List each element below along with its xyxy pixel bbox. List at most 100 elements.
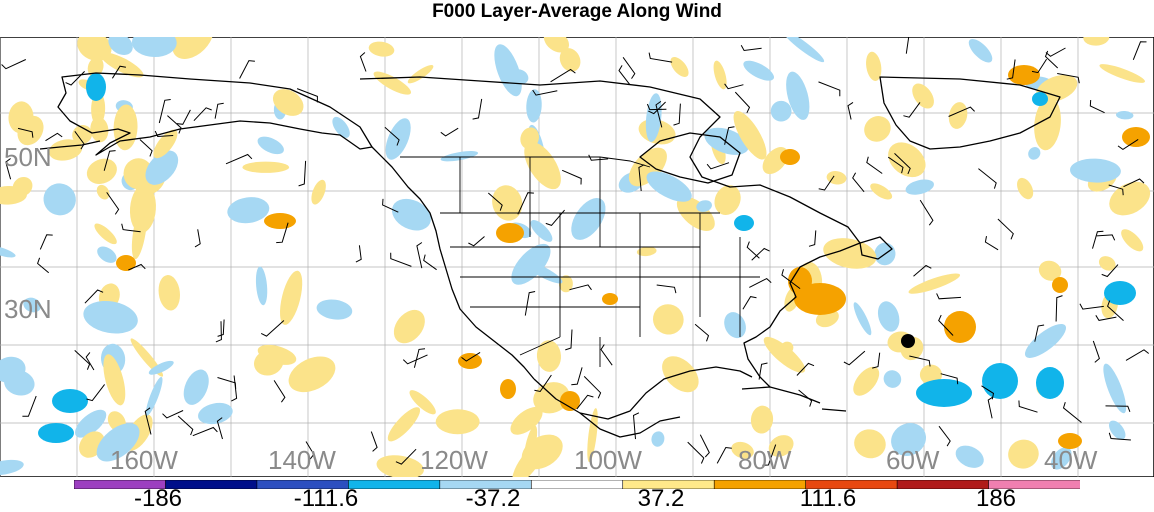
wind-barb [781, 269, 801, 290]
shaded-cell [96, 423, 140, 462]
wind-barb [762, 444, 777, 466]
wind-barb [216, 417, 223, 440]
lon-label-140w: 140W [268, 445, 336, 475]
wind-barb [106, 192, 120, 215]
wind-barb [461, 351, 481, 362]
shaded-cell [645, 93, 662, 142]
shaded-cell [864, 116, 891, 142]
shaded-cell [1038, 260, 1062, 281]
colorbar-label-3: -37.2 [465, 485, 521, 512]
wind-barb [402, 354, 428, 365]
shaded-cell [526, 89, 542, 123]
wind-barb [938, 425, 951, 447]
shaded-cell [530, 220, 553, 242]
shaded-core [1052, 277, 1068, 293]
shaded-cell [908, 273, 961, 294]
wind-barb [545, 209, 565, 226]
shaded-cell [750, 405, 774, 434]
wind-barb [86, 384, 105, 402]
wind-barb [534, 374, 552, 393]
wind-barb [413, 348, 426, 368]
shaded-cell [636, 246, 657, 257]
wind-barb [843, 350, 866, 366]
wind-barb [894, 153, 911, 175]
shaded-cell [651, 431, 665, 447]
shaded-cell [145, 376, 163, 416]
shaded-cell [733, 111, 767, 160]
political-borders [400, 156, 760, 367]
wind-barb [758, 362, 768, 380]
wind-barb [565, 329, 573, 351]
wind-barb [571, 367, 583, 386]
shaded-cell [376, 455, 424, 477]
shaded-cell [43, 183, 76, 216]
wind-barb [905, 37, 910, 54]
wind-barb [724, 83, 744, 90]
wind-barb [128, 263, 146, 271]
shaded-cell [853, 302, 872, 336]
wind-barb [903, 102, 921, 118]
shaded-cell [435, 409, 480, 435]
shaded-cell [280, 270, 303, 325]
shaded-cell [533, 382, 570, 414]
shaded-cell [1024, 323, 1067, 358]
shaded-field [0, 37, 1151, 477]
lon-label-100w: 100W [574, 445, 642, 475]
wind-barb [176, 109, 191, 125]
shaded-cell [646, 171, 692, 202]
wind-barb [1044, 50, 1059, 69]
colorbar-label-6: 186 [975, 485, 1017, 512]
marker-dot [901, 334, 915, 348]
lon-label-40w: 40W [1044, 445, 1098, 475]
map-panel [0, 37, 1154, 477]
shaded-cell [288, 356, 336, 393]
shaded-cell [1121, 229, 1144, 252]
wind-barb [472, 98, 483, 120]
shaded-cell [1034, 97, 1061, 151]
wind-barb [154, 130, 174, 138]
colorbar-swatch [348, 480, 441, 489]
shaded-cell [571, 198, 606, 240]
shaded-cell [870, 183, 893, 200]
shaded-cell [409, 390, 436, 415]
colorbar-label-5: 111.6 [799, 485, 857, 512]
wind-barb [225, 153, 253, 165]
shaded-cell [158, 275, 181, 311]
wind-barb [1, 59, 27, 70]
wind-barb [648, 52, 673, 63]
shaded-cell [368, 41, 395, 57]
shaded-cell [242, 161, 290, 173]
wind-barb [1101, 264, 1119, 278]
wind-barb [1092, 340, 1100, 363]
wind-barb [734, 91, 751, 114]
wind-barb [194, 229, 201, 248]
wind-barb [646, 103, 667, 111]
shaded-core [1008, 65, 1040, 85]
wind-barb [524, 291, 536, 316]
shaded-cell [440, 151, 479, 162]
wind-barbs [1, 37, 1150, 466]
wind-barb [440, 127, 459, 137]
shaded-cell [704, 127, 749, 155]
shaded-cell [12, 176, 33, 197]
shaded-cell [955, 445, 984, 468]
shaded-core [780, 149, 800, 165]
wind-barb [1079, 303, 1104, 310]
wind-barb [687, 441, 705, 464]
wind-barb [562, 169, 582, 185]
wind-barb [798, 389, 813, 407]
shaded-cell [823, 238, 877, 269]
wind-barb [1108, 432, 1131, 441]
shaded-cell [587, 408, 598, 463]
wind-barb [1034, 324, 1045, 342]
wind-barb [987, 396, 994, 419]
wind-barb [796, 362, 815, 376]
shaded-cell [1098, 256, 1116, 271]
wind-barb [1089, 99, 1105, 114]
wind-barb [1006, 59, 1016, 80]
wind-barb [1092, 230, 1104, 249]
shaded-core [38, 423, 74, 443]
shaded-cell [905, 179, 934, 195]
wind-barb [740, 44, 762, 52]
shaded-cell [373, 71, 412, 95]
